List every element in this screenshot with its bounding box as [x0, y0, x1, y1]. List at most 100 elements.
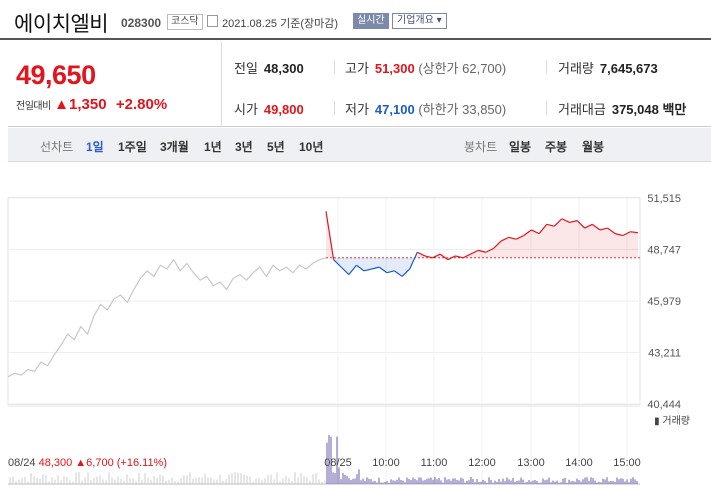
price-segment [424, 255, 433, 259]
corp-info-dropdown[interactable]: 기업개요 ▾ [392, 13, 447, 29]
area-segment [493, 241, 502, 258]
prev-day-summary: 08/24 48,300 ▲6,700 (+16.11%) [8, 457, 167, 469]
area-segment [455, 255, 463, 258]
tab-monthly[interactable]: 월봉 [582, 140, 605, 154]
prev-close: 전일 48,300 [234, 61, 304, 76]
price-segment [553, 218, 563, 227]
area-segment [462, 254, 471, 258]
area-segment [424, 255, 433, 258]
tab-10y[interactable]: 10년 [299, 140, 324, 154]
market-badge: 코스닥 [167, 14, 203, 30]
open-price: 시가 49,800 [234, 102, 304, 117]
price-segment [576, 220, 586, 229]
area-segment [607, 228, 616, 258]
y-tick-label: 48,747 [647, 245, 681, 257]
price-segment [546, 223, 555, 227]
tab-3m[interactable]: 3개월 [160, 140, 189, 154]
tab-1y[interactable]: 1년 [204, 140, 222, 154]
price-segment [500, 236, 509, 242]
tab-1w[interactable]: 1주일 [118, 140, 147, 154]
price-segment [508, 236, 517, 240]
price-segment [569, 220, 578, 224]
price-segment [492, 240, 502, 249]
price-segment [417, 251, 426, 257]
area-segment [577, 220, 585, 258]
price-segment [401, 268, 411, 277]
line-chart-label: 선차트 [40, 140, 74, 154]
y-tick-label: 45,979 [647, 296, 681, 308]
tab-1d[interactable]: 1일 [86, 140, 104, 154]
area-segment [539, 224, 547, 258]
price-segment [348, 264, 357, 275]
price-segment [409, 251, 418, 270]
divider [221, 42, 222, 127]
area-segment [402, 257, 410, 277]
volume: 거래량 7,645,673 [558, 61, 658, 76]
change-percent: +2.80% [115, 96, 168, 113]
price-segment [462, 253, 471, 259]
price-segment [371, 266, 380, 270]
price-change: 전일대비 ▲1,350 +2.80% [16, 96, 167, 113]
price-segment [478, 249, 486, 253]
price-segment [363, 268, 372, 272]
tab-daily[interactable]: 일봉 [509, 140, 532, 154]
area-segment [584, 224, 593, 258]
y-tick-label: 40,444 [647, 399, 681, 411]
area-segment [364, 257, 372, 271]
price-segment [622, 231, 631, 237]
area-segment [615, 233, 623, 258]
price-chart: 51,515 48,747 45,979 43,211 40,444 ▮ 거래량 08/25… [7, 193, 690, 485]
price-segment [356, 264, 365, 272]
area-segment [501, 237, 509, 258]
price-segment [615, 233, 623, 237]
price-segment [599, 227, 608, 231]
stock-name: 에이치엘비 [14, 13, 109, 36]
price-segment [455, 255, 464, 259]
price-segment [561, 218, 570, 224]
area-segment [531, 229, 540, 258]
price-segment [630, 231, 639, 234]
price-segment [340, 266, 350, 275]
price-segment [523, 229, 532, 236]
quote-panel: 49,650 전일대비 ▲1,350 +2.80% 전일 48,300 고가 51,… [8, 42, 711, 127]
y-tick-label: 51,515 [647, 193, 681, 205]
stock-header: 에이치엘비 028300 코스닥 2021.08.25 기준(장마감) 실시간 … [0, 0, 711, 40]
price-segment [515, 234, 525, 240]
current-price: 49,650 [16, 60, 96, 90]
calendar-icon [207, 15, 218, 27]
area-segment [341, 257, 349, 275]
area-segment [386, 257, 395, 273]
area-segment [622, 231, 631, 258]
area-segment [554, 218, 562, 258]
price-segment [432, 253, 441, 259]
x-tick-label: 14:00 [565, 457, 593, 469]
price-segment [607, 227, 616, 235]
price-segment [531, 229, 540, 235]
price-segment [439, 253, 449, 261]
stock-code: 028300 [121, 16, 162, 30]
tab-weekly[interactable]: 주봉 [545, 140, 568, 154]
price-segment [485, 247, 494, 253]
area-segment [592, 224, 600, 258]
tab-3y[interactable]: 3년 [235, 140, 253, 154]
x-tick-label: 15:00 [613, 457, 641, 469]
candle-chart-label: 봉차트 [464, 140, 498, 154]
area-segment [470, 250, 479, 258]
area-segment [523, 229, 532, 258]
y-tick-label: 43,211 [648, 348, 681, 360]
area-segment [630, 231, 638, 258]
realtime-button[interactable]: 실시간 [353, 13, 389, 29]
tab-5y[interactable]: 5년 [267, 140, 285, 154]
price-segment [591, 223, 601, 231]
price-segment [394, 270, 403, 277]
chart-tabs: 선차트 1일 1주일 3개월 1년 3년 5년 10년 봉차트 일봉 주봉 월봉 [8, 128, 711, 162]
x-tick-label: 08/25 [324, 457, 352, 469]
quote-date: 2021.08.25 기준(장마감) [222, 18, 339, 30]
price-segment [538, 223, 548, 235]
area-segment [348, 257, 357, 275]
area-segment [569, 220, 578, 258]
area-segment [485, 248, 494, 258]
area-segment [599, 228, 608, 258]
area-segment [326, 211, 334, 260]
volume-label: ▮ 거래량 [654, 415, 690, 427]
